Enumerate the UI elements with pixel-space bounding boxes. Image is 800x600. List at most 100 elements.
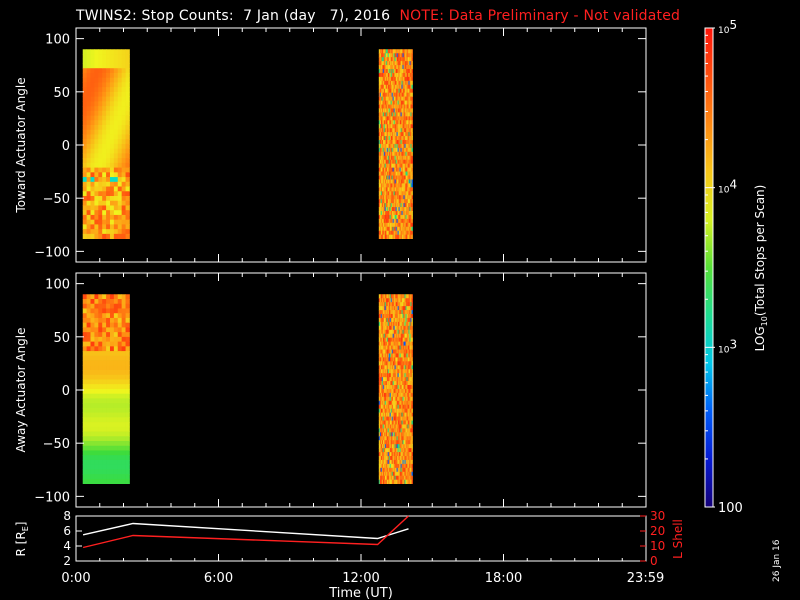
heatmap-cell	[390, 428, 393, 433]
heatmap-cell	[379, 92, 382, 97]
heatmap-cell	[393, 92, 396, 97]
heatmap-cell	[404, 207, 406, 212]
heatmap-cell	[391, 294, 394, 299]
heatmap-cell	[391, 302, 394, 307]
heatmap-cell	[90, 115, 95, 121]
heatmap-cell	[385, 432, 388, 437]
heatmap-cell	[400, 214, 402, 220]
heatmap-cell	[379, 467, 382, 473]
heatmap-cell	[408, 440, 410, 445]
heatmap-cell	[382, 61, 385, 66]
heatmap-cell	[400, 475, 402, 481]
heatmap-cell	[406, 167, 408, 172]
heatmap-cell	[382, 388, 385, 394]
heatmap-cell	[388, 175, 391, 180]
heatmap-cell	[113, 200, 119, 206]
orbit-y2-axis-label: L Shell	[671, 519, 685, 559]
heatmap-cell	[396, 349, 399, 354]
heatmap-cell	[90, 313, 95, 319]
heatmap-cell	[381, 345, 384, 350]
heatmap-cell	[109, 317, 115, 324]
heatmap-cell	[388, 143, 391, 149]
heatmap-cell	[411, 76, 413, 82]
heatmap-cell	[406, 136, 408, 141]
heatmap-cell	[384, 234, 387, 239]
heatmap-cell	[117, 474, 123, 480]
heatmap-cell	[409, 381, 411, 386]
heatmap-cell	[394, 84, 397, 90]
heatmap-cell	[402, 310, 404, 315]
heatmap-cell	[382, 151, 385, 157]
heatmap-cell	[410, 124, 412, 129]
heatmap-cell	[388, 345, 391, 350]
heatmap-cell	[404, 104, 406, 109]
heatmap-cell	[113, 172, 119, 178]
heatmap-cell	[390, 345, 393, 350]
heatmap-cell	[385, 357, 388, 362]
heatmap-cell	[394, 341, 397, 346]
heatmap-cell	[117, 96, 123, 102]
heatmap-cell	[387, 57, 390, 62]
heatmap-cell	[407, 92, 409, 97]
heatmap-cell	[379, 463, 382, 469]
heatmap-cell	[404, 392, 406, 398]
heatmap-cell	[380, 120, 383, 125]
heatmap-cell	[404, 108, 406, 113]
heatmap-cell	[401, 306, 403, 311]
heatmap-cell	[399, 408, 401, 413]
heatmap-cell	[113, 58, 119, 64]
heatmap-cell	[378, 294, 381, 299]
heatmap-cell	[388, 373, 391, 378]
heatmap-cell	[125, 384, 130, 390]
heatmap-cell	[411, 171, 413, 176]
heatmap-cell	[409, 159, 411, 165]
heatmap-cell	[381, 475, 384, 481]
heatmap-cell	[397, 128, 399, 133]
heatmap-cell	[396, 53, 399, 58]
heatmap-cell	[410, 210, 412, 216]
heatmap-cell	[390, 436, 393, 441]
heatmap-cell	[380, 136, 383, 141]
heatmap-cell	[383, 306, 386, 311]
heatmap-cell	[385, 310, 388, 315]
heatmap-cell	[389, 179, 392, 184]
heatmap-cell	[403, 151, 405, 157]
heatmap-cell	[113, 403, 119, 409]
heatmap-cell	[390, 147, 393, 153]
heatmap-cell	[82, 417, 88, 423]
heatmap-cell	[90, 125, 95, 131]
heatmap-cell	[391, 191, 394, 196]
heatmap-cell	[396, 298, 399, 303]
heatmap-cell	[397, 479, 399, 484]
heatmap-cell	[396, 313, 399, 319]
heatmap-cell	[379, 428, 382, 433]
heatmap-cell	[380, 349, 383, 354]
heatmap-cell	[385, 187, 388, 192]
heatmap-cell	[390, 57, 393, 62]
heatmap-cell	[388, 408, 391, 413]
heatmap-cell	[384, 120, 387, 125]
heatmap-cell	[394, 388, 397, 394]
heatmap-cell	[109, 464, 115, 470]
heatmap-cell	[399, 361, 401, 366]
heatmap-cell	[109, 49, 115, 55]
heatmap-cell	[394, 80, 397, 86]
heatmap-cell	[388, 108, 391, 113]
heatmap-cell	[395, 298, 398, 303]
heatmap-cell	[393, 136, 396, 141]
heatmap-cell	[388, 53, 391, 58]
heatmap-cell	[399, 349, 401, 354]
heatmap-cell	[384, 61, 387, 66]
heatmap-cell	[408, 416, 410, 421]
heatmap-cell	[98, 177, 103, 183]
heatmap-cell	[394, 183, 397, 188]
heatmap-cell	[392, 120, 395, 125]
heatmap-cell	[392, 294, 395, 299]
heatmap-cell	[113, 158, 119, 164]
heatmap-cell	[106, 417, 111, 423]
heatmap-cell	[405, 218, 407, 224]
heatmap-cell	[94, 224, 99, 230]
heatmap-cell	[402, 479, 404, 484]
heatmap-cell	[402, 396, 404, 402]
heatmap-cell	[397, 420, 399, 425]
